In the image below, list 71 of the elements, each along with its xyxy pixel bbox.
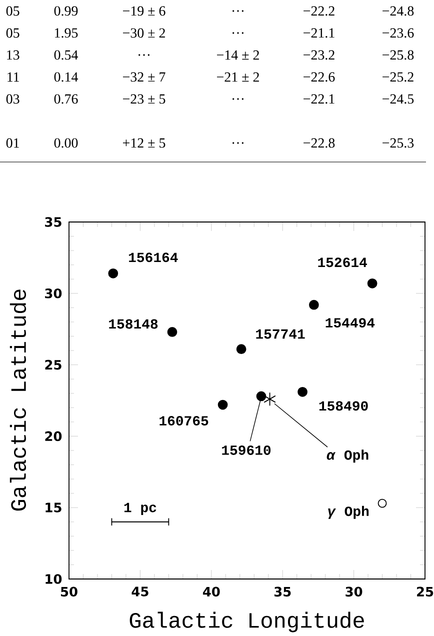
text: 03 xyxy=(6,94,20,104)
text: −22.8 xyxy=(304,138,335,148)
y-tick-label: 15 xyxy=(46,502,62,512)
text: −32 ± 7 xyxy=(122,72,166,82)
point xyxy=(298,386,308,397)
text: −22.2 xyxy=(304,6,334,16)
y-tick-label: 20 xyxy=(45,431,62,442)
text: 1.95 xyxy=(55,28,78,38)
annotation: 157741 xyxy=(256,329,305,339)
text: 0.54 xyxy=(54,50,78,60)
annotation: 152614 xyxy=(318,258,367,268)
point xyxy=(236,344,246,354)
point xyxy=(218,400,228,410)
text: +12 ± 5 xyxy=(122,138,166,148)
text: … xyxy=(232,98,244,100)
x-axis-title: Galactic Longitude xyxy=(130,612,364,632)
x-tick-label: 45 xyxy=(132,586,148,596)
point xyxy=(264,392,276,406)
text: −22.6 xyxy=(304,72,335,82)
annotation: 156164 xyxy=(128,252,178,262)
x-tick-label: 35 xyxy=(274,586,291,597)
text: 05 xyxy=(6,6,20,16)
text: −14 ± 2 xyxy=(216,50,259,60)
text: … xyxy=(232,142,244,144)
y-axis-title: Galactic Latitude xyxy=(10,290,26,511)
annotation: 154494 xyxy=(326,318,375,328)
text: −25.8 xyxy=(382,50,414,60)
text: −19 ± 6 xyxy=(122,6,166,16)
annotation: 1 pc xyxy=(124,502,156,515)
text: 11 xyxy=(8,72,19,82)
annotation: 159610 xyxy=(222,445,271,455)
text: … xyxy=(232,10,244,12)
x-tick-label: 25 xyxy=(417,586,434,597)
x-tick-label: 30 xyxy=(346,586,362,597)
x-tick-label: 50 xyxy=(60,586,78,597)
text: −21.1 xyxy=(304,28,334,38)
y-tick-label: 30 xyxy=(45,288,62,298)
text: −23.6 xyxy=(382,28,414,38)
text: −25.3 xyxy=(382,138,414,148)
annotation: 160765 xyxy=(160,416,208,426)
point xyxy=(256,391,266,402)
text: −25.2 xyxy=(382,72,414,82)
text: … xyxy=(232,32,244,34)
text: −21 ± 2 xyxy=(216,72,259,82)
y-tick-label: 35 xyxy=(45,217,62,227)
annotation: γ Oph xyxy=(328,506,369,519)
annotation: α Oph xyxy=(326,450,368,463)
text: 13 xyxy=(7,50,20,60)
point xyxy=(367,278,378,288)
annotation: 158148 xyxy=(109,319,158,329)
text: 0.14 xyxy=(54,72,78,82)
point xyxy=(378,498,387,508)
point xyxy=(108,268,118,278)
text: −30 ± 2 xyxy=(122,28,165,38)
text: −23 ± 5 xyxy=(122,94,166,104)
annotation: 158490 xyxy=(319,401,368,411)
text: −24.5 xyxy=(382,94,414,104)
point xyxy=(167,327,178,337)
text: −22.1 xyxy=(304,94,334,104)
text: −23.2 xyxy=(304,50,334,60)
y-tick-label: 10 xyxy=(46,574,62,584)
text: 0.76 xyxy=(54,94,78,104)
point xyxy=(308,300,319,310)
text: 05 xyxy=(6,28,20,38)
x-tick-label: 40 xyxy=(202,586,220,597)
y-tick-label: 25 xyxy=(45,360,62,370)
text: −24.8 xyxy=(382,6,414,16)
text: 0.00 xyxy=(54,138,78,148)
text: … xyxy=(138,54,150,56)
text: 0.99 xyxy=(54,6,78,16)
text: 01 xyxy=(6,138,19,148)
